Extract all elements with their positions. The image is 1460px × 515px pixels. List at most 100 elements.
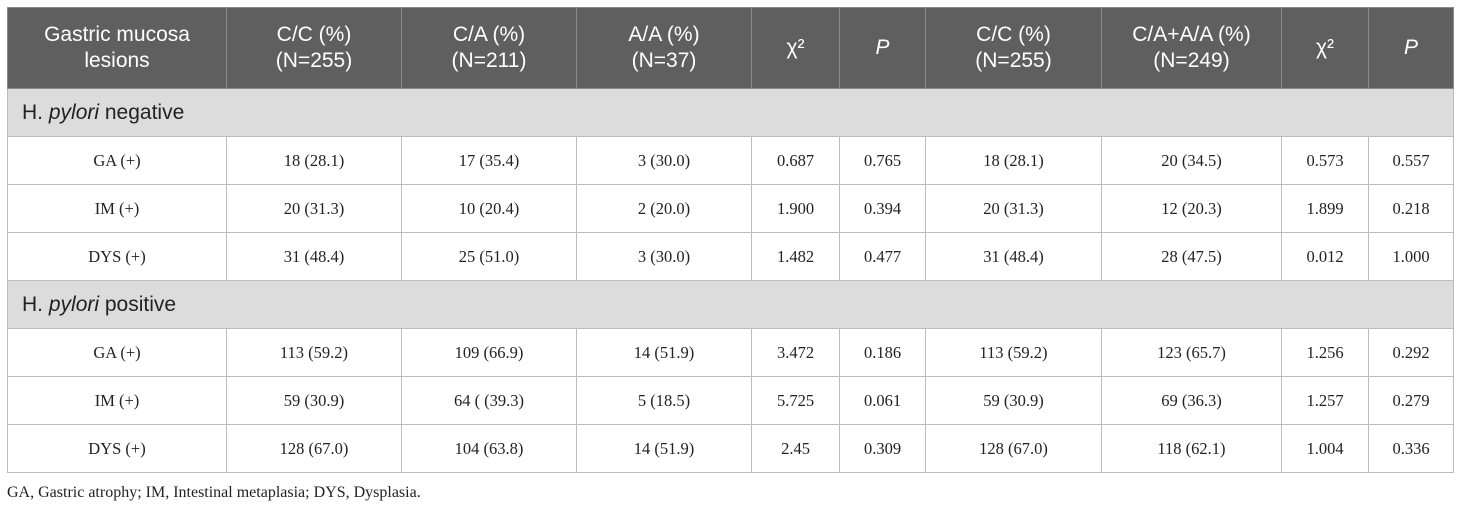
table-cell: 2 (20.0) — [576, 184, 752, 233]
column-header-text: χ² — [786, 36, 805, 59]
row-label-cell: IM (+) — [7, 184, 227, 233]
column-header-text: C/A+A/A (%) — [1132, 23, 1251, 46]
table-cell: 0.279 — [1368, 376, 1454, 425]
table-cell: 0.687 — [751, 136, 840, 185]
group-label-prefix: H. — [22, 100, 49, 124]
group-header-row: H. pylori positive — [7, 280, 1454, 329]
table-cell: 2.45 — [751, 424, 840, 473]
table-cell: 59 (30.9) — [925, 376, 1102, 425]
row-label-cell: GA (+) — [7, 136, 227, 185]
table-row: DYS (+) 31 (48.4) 25 (51.0) 3 (30.0) 1.482 0.… — [7, 232, 1454, 281]
results-table-container: Gastric mucosa lesions C/C (%) (N=255) C/A (… — [7, 7, 1454, 473]
table-cell: 0.309 — [839, 424, 926, 473]
table-cell: 5 (18.5) — [576, 376, 752, 425]
table-cell: 0.061 — [839, 376, 926, 425]
table-cell: 1.257 — [1281, 376, 1369, 425]
column-header-text: (N=211) — [451, 49, 527, 72]
table-cell: 128 (67.0) — [226, 424, 402, 473]
table-footnote: GA, Gastric atrophy; IM, Intestinal meta… — [7, 484, 421, 501]
table-cell: 18 (28.1) — [226, 136, 402, 185]
column-header-text: Gastric mucosa — [44, 23, 190, 46]
column-header-text: C/C (%) — [976, 23, 1051, 46]
table-cell: 69 (36.3) — [1101, 376, 1282, 425]
table-cell: 25 (51.0) — [401, 232, 577, 281]
table-row: IM (+) 59 (30.9) 64 ( (39.3) 5 (18.5) 5.725 0… — [7, 376, 1454, 425]
table-cell: 123 (65.7) — [1101, 328, 1282, 377]
column-header: χ² — [751, 7, 840, 89]
table-cell: 14 (51.9) — [576, 328, 752, 377]
table-cell: 17 (35.4) — [401, 136, 577, 185]
column-header-text: (N=255) — [275, 49, 353, 72]
table-cell: 59 (30.9) — [226, 376, 402, 425]
table-cell: 28 (47.5) — [1101, 232, 1282, 281]
column-header-text: (N=249) — [1153, 49, 1230, 72]
table-cell: 1.899 — [1281, 184, 1369, 233]
column-header-text: χ² — [1315, 36, 1335, 59]
table-cell: 31 (48.4) — [226, 232, 402, 281]
table-cell: 20 (31.3) — [226, 184, 402, 233]
table-cell: 0.186 — [839, 328, 926, 377]
table-cell: 3.472 — [751, 328, 840, 377]
column-header: P — [1368, 7, 1454, 89]
column-header: C/A (%) (N=211) — [401, 7, 577, 89]
table-cell: 20 (31.3) — [925, 184, 1102, 233]
table-cell: 0.557 — [1368, 136, 1454, 185]
table-cell: 0.336 — [1368, 424, 1454, 473]
table-cell: 0.218 — [1368, 184, 1454, 233]
table-row: DYS (+) 128 (67.0) 104 (63.8) 14 (51.9) 2.45… — [7, 424, 1454, 473]
column-header: A/A (%) (N=37) — [576, 7, 752, 89]
row-label-cell: DYS (+) — [7, 232, 227, 281]
table-row: IM (+) 20 (31.3) 10 (20.4) 2 (20.0) 1.900 0.3… — [7, 184, 1454, 233]
column-header-text: lesions — [84, 49, 150, 72]
table-cell: 64 ( (39.3) — [401, 376, 577, 425]
results-table: Gastric mucosa lesions C/C (%) (N=255) C/A (… — [7, 7, 1454, 473]
table-cell: 1.004 — [1281, 424, 1369, 473]
table-cell: 0.394 — [839, 184, 926, 233]
table-cell: 118 (62.1) — [1101, 424, 1282, 473]
table-cell: 5.725 — [751, 376, 840, 425]
table-cell: 0.292 — [1368, 328, 1454, 377]
column-header-text: P — [1403, 36, 1418, 59]
group-label-italic: pylori — [48, 292, 100, 316]
column-header-text: (N=255) — [975, 49, 1052, 72]
table-cell: 128 (67.0) — [925, 424, 1102, 473]
column-header: Gastric mucosa lesions — [7, 7, 227, 89]
table-cell: 31 (48.4) — [925, 232, 1102, 281]
group-label: H. pylori positive — [7, 280, 1454, 329]
table-row: GA (+) 18 (28.1) 17 (35.4) 3 (30.0) 0.687 0.7… — [7, 136, 1454, 185]
column-header-text: C/A (%) — [452, 23, 526, 46]
table-cell: 1.256 — [1281, 328, 1369, 377]
group-label-suffix: positive — [99, 292, 177, 316]
table-cell: 0.765 — [839, 136, 926, 185]
table-cell: 1.900 — [751, 184, 840, 233]
row-label-cell: DYS (+) — [7, 424, 227, 473]
table-cell: 0.477 — [839, 232, 926, 281]
table-cell: 14 (51.9) — [576, 424, 752, 473]
table-cell: 3 (30.0) — [576, 136, 752, 185]
column-header: χ² — [1281, 7, 1369, 89]
table-cell: 1.482 — [751, 232, 840, 281]
column-header-text: A/A (%) — [628, 23, 700, 46]
row-label-cell: GA (+) — [7, 328, 227, 377]
column-header-text: C/C (%) — [276, 23, 352, 46]
row-label-cell: IM (+) — [7, 376, 227, 425]
column-header: C/C (%) (N=255) — [226, 7, 402, 89]
header-row: Gastric mucosa lesions C/C (%) (N=255) C/A (… — [7, 7, 1454, 89]
group-label-italic: pylori — [48, 100, 100, 124]
table-cell: 3 (30.0) — [576, 232, 752, 281]
column-header-text: (N=37) — [631, 49, 697, 72]
table-cell: 104 (63.8) — [401, 424, 577, 473]
group-header-row: H. pylori negative — [7, 88, 1454, 137]
column-header-text: P — [875, 36, 890, 59]
group-label: H. pylori negative — [7, 88, 1454, 137]
table-cell: 0.573 — [1281, 136, 1369, 185]
table-cell: 0.012 — [1281, 232, 1369, 281]
table-cell: 10 (20.4) — [401, 184, 577, 233]
table-cell: 1.000 — [1368, 232, 1454, 281]
table-cell: 12 (20.3) — [1101, 184, 1282, 233]
group-label-suffix: negative — [99, 100, 185, 124]
group-label-prefix: H. — [22, 292, 49, 316]
column-header: C/C (%) (N=255) — [925, 7, 1102, 89]
column-header: P — [839, 7, 926, 89]
column-header: C/A+A/A (%) (N=249) — [1101, 7, 1282, 89]
